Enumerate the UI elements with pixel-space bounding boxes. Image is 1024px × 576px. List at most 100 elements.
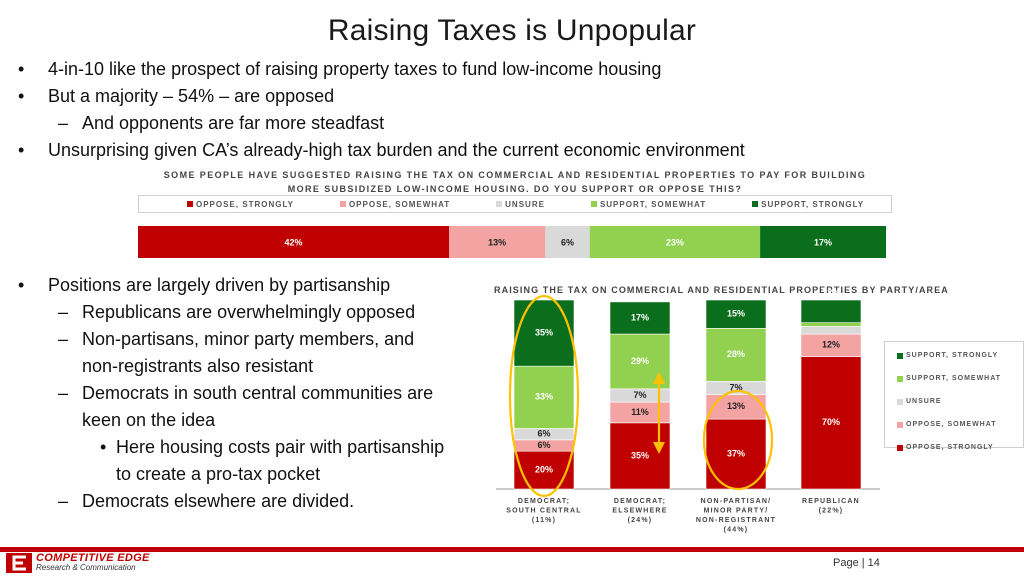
sub-sub-bullet-continuation: to create a pro-tax pocket [116, 464, 321, 484]
top-chart-title-line: MORE SUBSIDIZED LOW-INCOME HOUSING. DO Y… [287, 184, 743, 194]
bottom-chart-legend: SUPPORT, STRONGLY SUPPORT, SOMEWHAT UNSU… [884, 341, 1024, 451]
highlight-arrow-head-down [653, 442, 665, 454]
footer-bar [0, 547, 1024, 552]
column-segment-support-somewhat [705, 328, 767, 382]
legend-item-oppose-strongly: OPPOSE, STRONGLY [885, 437, 1023, 458]
highlight-ellipse [702, 389, 774, 491]
bar-segment-oppose-somewhat [449, 226, 546, 258]
legend-label: OPPOSE, STRONGLY [196, 199, 294, 209]
column-segment-oppose-strongly [513, 450, 575, 490]
bullet-item: 4-in-10 like the prospect of raising pro… [18, 56, 838, 83]
bar-data-label: 42% [285, 237, 303, 247]
bullet-item: Positions are largely driven by partisan… [18, 272, 488, 299]
legend-item-unsure: UNSURE [885, 391, 1023, 412]
category-label: DEMOCRAT; [518, 498, 570, 505]
sub-sub-bullet-item: Here housing costs pair with partisanshi… [18, 434, 488, 461]
legend-item-support-somewhat: SUPPORT, SOMEWHAT [885, 368, 1023, 389]
column-data-label: 7% [633, 390, 646, 400]
legend-swatch [590, 201, 597, 207]
column-data-label: 15% [727, 309, 745, 319]
company-logo: COMPETITIVE EDGE Research & Communicatio… [6, 553, 150, 573]
column-data-label: 13% [727, 401, 745, 411]
logo-mark-icon [6, 553, 32, 573]
legend-label: OPPOSE, STRONGLY [906, 444, 994, 451]
column-data-label: 6% [537, 440, 550, 450]
legend-label: OPPOSE, SOMEWHAT [348, 199, 451, 209]
logo-sub-text: Research & Communication [36, 563, 136, 572]
bullet-list-top: 4-in-10 like the prospect of raising pro… [18, 56, 838, 164]
top-chart-title: SOME PEOPLE HAVE SUGGESTED RAISING THE T… [138, 168, 892, 196]
column-data-label: 33% [535, 392, 553, 402]
column-data-label: 20% [535, 464, 553, 474]
legend-swatch [897, 421, 903, 428]
category-label: MINOR PARTY/ [704, 508, 769, 515]
top-chart-legend: OPPOSE, STRONGLY OPPOSE, SOMEWHAT UNSURE… [138, 195, 892, 213]
bar-segment-support-somewhat [589, 226, 761, 258]
column-segment-support-strongly [609, 301, 671, 335]
legend-item-support-strongly: SUPPORT, STRONGLY [885, 345, 1023, 366]
slide-title: Raising Taxes is Unpopular [327, 14, 697, 47]
column-segment-support-strongly [800, 299, 862, 323]
bar-data-label: 17% [814, 237, 832, 247]
category-label: NON-REGISTRANT [696, 517, 776, 524]
bar-data-label: 6% [561, 237, 574, 247]
legend-item-support-strongly: SUPPORT, STRONGLY [752, 200, 864, 209]
sub-bullet-item: Democrats in south central communities a… [18, 380, 488, 407]
column-segment-unsure [800, 326, 862, 335]
highlight-arrow-head-up [653, 372, 665, 384]
top-chart-title-line: SOME PEOPLE HAVE SUGGESTED RAISING THE T… [163, 170, 867, 180]
column-segment-support-strongly [513, 299, 575, 367]
column-data-label: 37% [727, 448, 745, 458]
legend-item-oppose-somewhat: OPPOSE, SOMEWHAT [339, 199, 451, 209]
column-data-label: 35% [631, 450, 649, 460]
bar-segment-unsure [545, 226, 590, 258]
highlight-ellipse [508, 294, 580, 498]
legend-item-oppose-somewhat: OPPOSE, SOMEWHAT [885, 414, 1023, 435]
legend-item-oppose-strongly: OPPOSE, STRONGLY [187, 200, 294, 209]
column-data-label: 28% [727, 349, 745, 359]
category-label: (22%) [819, 508, 844, 515]
column-data-label: 17% [631, 312, 649, 322]
column-data-label: 12% [822, 340, 840, 350]
sub-bullet-continuation: keen on the idea [82, 410, 216, 430]
column-segment-support-somewhat [513, 365, 575, 429]
column-data-label: 6% [537, 429, 550, 439]
column-data-label: 12% [822, 287, 840, 297]
legend-swatch [339, 201, 346, 207]
column-data-label: 70% [822, 417, 840, 427]
bar-data-label: 23% [666, 237, 684, 247]
column-data-label: 11% [631, 407, 649, 417]
legend-swatch [897, 444, 903, 451]
legend-swatch [897, 398, 903, 405]
category-label: (11%) [532, 517, 556, 524]
legend-label: SUPPORT, STRONGLY [761, 199, 865, 209]
legend-label: UNSURE [505, 199, 545, 209]
legend-swatch [187, 201, 193, 207]
column-segment-support-strongly [705, 299, 767, 329]
legend-label: SUPPORT, SOMEWHAT [599, 199, 707, 209]
category-label: (44%) [724, 527, 749, 534]
column-data-label: 35% [535, 327, 553, 337]
column-segment-oppose-strongly [800, 356, 862, 490]
category-label: ELSEWHERE [612, 508, 667, 515]
category-label: (24%) [628, 517, 653, 524]
legend-label: SUPPORT, SOMEWHAT [906, 375, 1002, 382]
legend-label: OPPOSE, SOMEWHAT [906, 421, 997, 428]
column-data-label: 7% [729, 382, 742, 392]
bar-segment-support-strongly [760, 226, 886, 258]
sub-bullet-continuation: non-registrants also resistant [82, 356, 314, 376]
logo-main-text: COMPETITIVE EDGE [36, 552, 150, 564]
page-number: Page | 14 [833, 557, 880, 569]
column-data-label: 29% [631, 356, 649, 366]
bar-segment-oppose-strongly [138, 226, 450, 258]
legend-swatch [897, 375, 903, 382]
legend-item-unsure: UNSURE [496, 200, 545, 209]
legend-swatch [496, 201, 503, 207]
legend-swatch [752, 201, 759, 207]
column-segment-support-somewhat [800, 322, 862, 327]
bottom-chart-title: RAISING THE TAX ON COMMERCIAL AND RESIDE… [494, 285, 949, 295]
bullet-item: Unsurprising given CA’s already-high tax… [18, 137, 838, 164]
category-label: REPUBLICAN [802, 498, 860, 505]
bar-data-label: 13% [488, 237, 506, 247]
